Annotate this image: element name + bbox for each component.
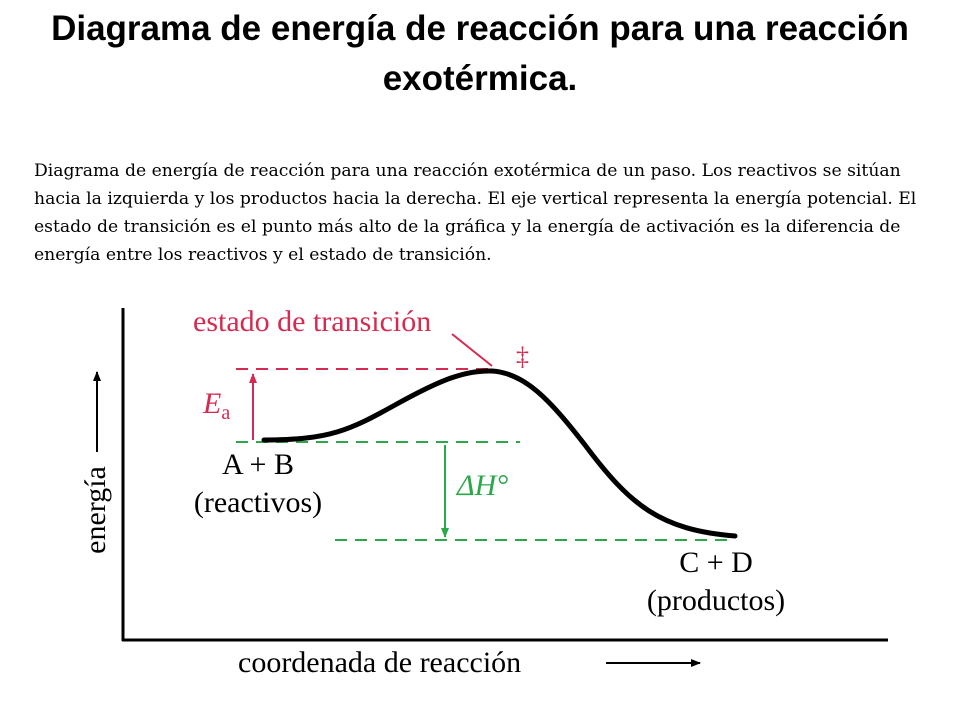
transition-state-label: estado de transición — [193, 305, 431, 338]
reaction-energy-curve — [261, 368, 738, 539]
products-label: (productos) — [647, 584, 785, 617]
slide-title: Diagrama de energía de reacción para una… — [51, 9, 909, 98]
reactants-formula: A + B — [222, 448, 294, 481]
figure-caption: Diagrama de energía de reacción para una… — [34, 161, 917, 265]
x-axis-label: coordenada de reacción — [238, 646, 521, 679]
transition-state-pointer — [451, 333, 493, 367]
enthalpy-label: ΔH° — [456, 469, 508, 502]
products-formula: C + D — [679, 546, 753, 579]
transition-state-symbol: ‡ — [516, 342, 529, 371]
reactants-label: (reactivos) — [194, 486, 322, 519]
activation-energy-label: Ea — [202, 387, 230, 424]
y-axis-label: energía — [79, 466, 112, 554]
